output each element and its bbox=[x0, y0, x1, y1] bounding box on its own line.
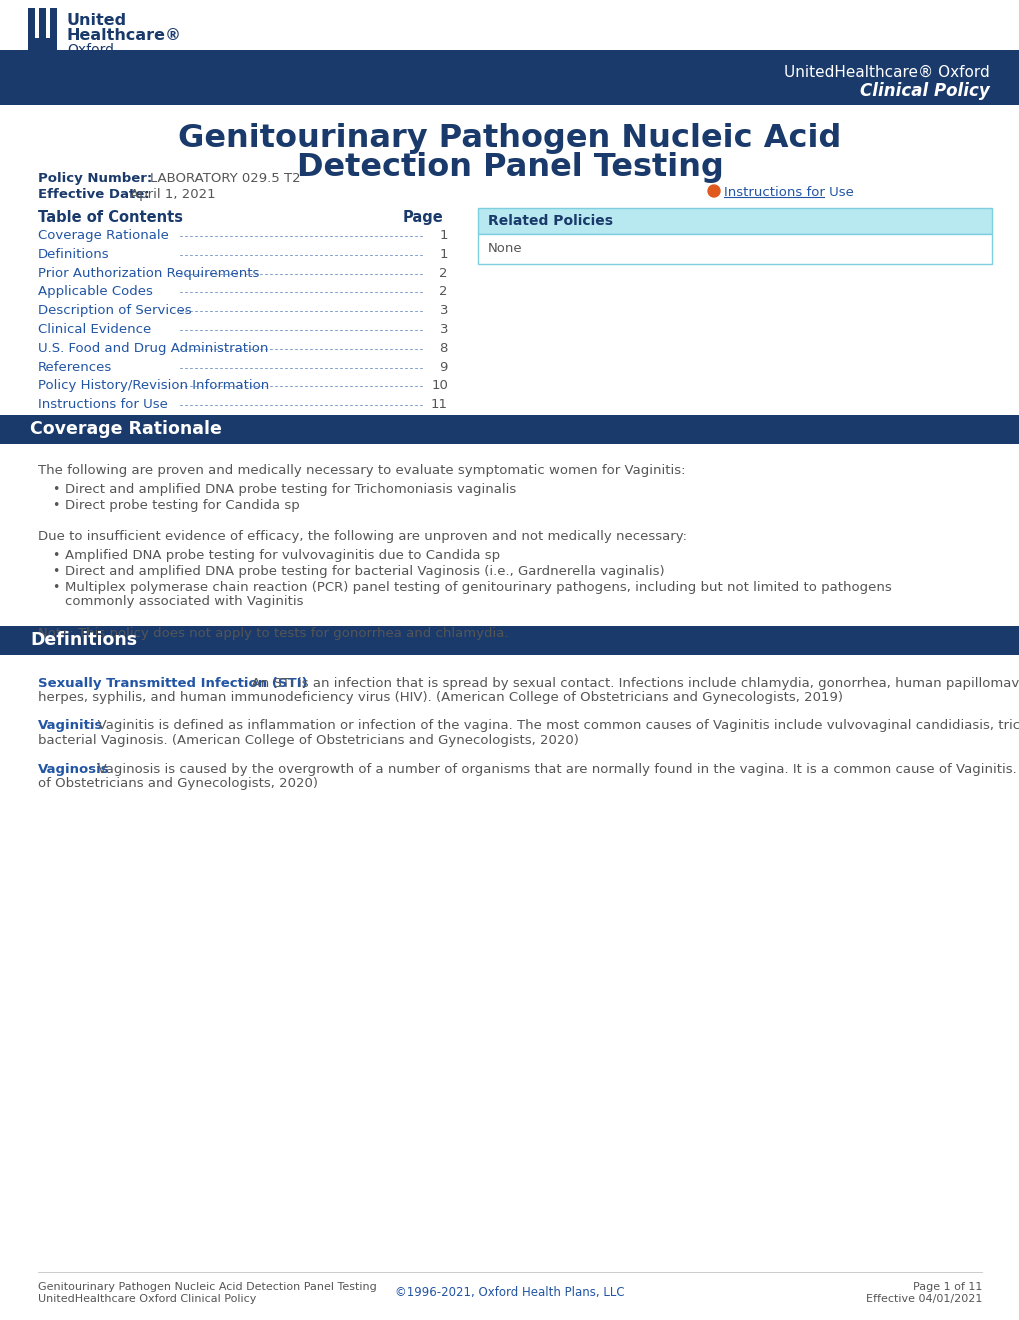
Text: 3: 3 bbox=[439, 323, 447, 337]
Bar bbox=[28, 59, 53, 62]
Text: Policy Number:: Policy Number: bbox=[38, 172, 152, 185]
Bar bbox=[0, 414, 1019, 444]
Text: bacterial Vaginosis. (American College of Obstetricians and Gynecologists, 2020): bacterial Vaginosis. (American College o… bbox=[38, 734, 579, 747]
Text: Applicable Codes: Applicable Codes bbox=[38, 285, 153, 298]
Text: Table of Contents: Table of Contents bbox=[38, 210, 182, 224]
Text: 1: 1 bbox=[439, 248, 447, 261]
Text: Page: Page bbox=[401, 210, 442, 224]
Bar bbox=[478, 209, 991, 234]
Text: Related Policies: Related Policies bbox=[487, 214, 612, 228]
Text: Definitions: Definitions bbox=[30, 631, 137, 649]
Text: of Obstetricians and Gynecologists, 2020): of Obstetricians and Gynecologists, 2020… bbox=[38, 777, 318, 789]
Text: The following are proven and medically necessary to evaluate symptomatic women f: The following are proven and medically n… bbox=[38, 465, 685, 477]
Text: Direct and amplified DNA probe testing for Trichomoniasis vaginalis: Direct and amplified DNA probe testing f… bbox=[65, 483, 516, 496]
Text: UnitedHealthcare® Oxford: UnitedHealthcare® Oxford bbox=[784, 65, 989, 79]
Bar bbox=[50, 8, 57, 48]
Text: UnitedHealthcare Oxford Clinical Policy: UnitedHealthcare Oxford Clinical Policy bbox=[38, 1294, 256, 1304]
Text: : Vaginitis is defined as inflammation or infection of the vagina. The most comm: : Vaginitis is defined as inflammation o… bbox=[90, 719, 1019, 733]
Text: Prior Authorization Requirements: Prior Authorization Requirements bbox=[38, 267, 259, 280]
Bar bbox=[39, 8, 46, 48]
Text: Coverage Rationale: Coverage Rationale bbox=[38, 228, 169, 242]
Text: References: References bbox=[38, 360, 112, 374]
Text: U.S. Food and Drug Administration: U.S. Food and Drug Administration bbox=[38, 342, 268, 355]
Text: Vaginosis: Vaginosis bbox=[38, 763, 109, 776]
Text: Definitions: Definitions bbox=[38, 248, 109, 261]
Text: April 1, 2021: April 1, 2021 bbox=[129, 187, 215, 201]
Text: •: • bbox=[52, 499, 59, 512]
Text: commonly associated with Vaginitis: commonly associated with Vaginitis bbox=[65, 595, 304, 609]
Text: Effective Date:: Effective Date: bbox=[38, 187, 150, 201]
Circle shape bbox=[707, 185, 719, 197]
Text: : An STI is an infection that is spread by sexual contact. Infections include ch: : An STI is an infection that is spread … bbox=[243, 676, 1019, 689]
Text: 2: 2 bbox=[439, 267, 447, 280]
Text: Note: This policy does not apply to tests for gonorrhea and chlamydia.: Note: This policy does not apply to test… bbox=[38, 627, 508, 639]
Text: Policy History/Revision Information: Policy History/Revision Information bbox=[38, 379, 269, 392]
Text: Page 1 of 11: Page 1 of 11 bbox=[912, 1282, 981, 1292]
Bar bbox=[28, 67, 45, 70]
Text: United: United bbox=[67, 13, 127, 28]
Text: •: • bbox=[52, 483, 59, 496]
Text: 9: 9 bbox=[439, 360, 447, 374]
Text: LABORATORY 029.5 T2: LABORATORY 029.5 T2 bbox=[150, 172, 301, 185]
Bar bbox=[28, 63, 49, 66]
Bar bbox=[28, 38, 57, 50]
Text: 8: 8 bbox=[439, 342, 447, 355]
Text: Clinical Policy: Clinical Policy bbox=[859, 82, 989, 100]
Text: 10: 10 bbox=[431, 379, 447, 392]
Text: •: • bbox=[52, 581, 59, 594]
Text: Multiplex polymerase chain reaction (PCR) panel testing of genitourinary pathoge: Multiplex polymerase chain reaction (PCR… bbox=[65, 581, 891, 594]
Text: Detection Panel Testing: Detection Panel Testing bbox=[297, 152, 722, 183]
Text: Direct and amplified DNA probe testing for bacterial Vaginosis (i.e., Gardnerell: Direct and amplified DNA probe testing f… bbox=[65, 565, 664, 578]
Text: ©1996-2021, Oxford Health Plans, LLC: ©1996-2021, Oxford Health Plans, LLC bbox=[394, 1286, 625, 1299]
Text: Amplified DNA probe testing for vulvovaginitis due to Candida sp: Amplified DNA probe testing for vulvovag… bbox=[65, 549, 499, 562]
Text: 2: 2 bbox=[439, 285, 447, 298]
Text: Instructions for Use: Instructions for Use bbox=[38, 399, 168, 412]
Bar bbox=[478, 209, 991, 234]
Text: Description of Services: Description of Services bbox=[38, 304, 192, 317]
Text: •: • bbox=[52, 565, 59, 578]
Text: 11: 11 bbox=[431, 399, 447, 412]
Text: •: • bbox=[52, 549, 59, 562]
Text: Effective 04/01/2021: Effective 04/01/2021 bbox=[865, 1294, 981, 1304]
Text: None: None bbox=[487, 243, 522, 256]
Bar bbox=[478, 234, 991, 264]
Text: Genitourinary Pathogen Nucleic Acid Detection Panel Testing: Genitourinary Pathogen Nucleic Acid Dete… bbox=[38, 1282, 376, 1292]
Text: 1: 1 bbox=[439, 228, 447, 242]
Text: Instructions for Use: Instructions for Use bbox=[723, 186, 853, 198]
Text: 3: 3 bbox=[439, 304, 447, 317]
Text: Coverage Rationale: Coverage Rationale bbox=[30, 421, 222, 438]
Text: Sexually Transmitted Infection (STI): Sexually Transmitted Infection (STI) bbox=[38, 676, 308, 689]
Text: Oxford: Oxford bbox=[67, 44, 114, 57]
Text: herpes, syphilis, and human immunodeficiency virus (HIV). (American College of O: herpes, syphilis, and human immunodefici… bbox=[38, 690, 842, 704]
Bar bbox=[0, 50, 1019, 106]
Text: Clinical Evidence: Clinical Evidence bbox=[38, 323, 151, 337]
Text: : Vaginosis is caused by the overgrowth of a number of organisms that are normal: : Vaginosis is caused by the overgrowth … bbox=[90, 763, 1019, 776]
Text: Healthcare®: Healthcare® bbox=[67, 28, 181, 44]
Bar bbox=[28, 55, 57, 58]
Text: Vaginitis: Vaginitis bbox=[38, 719, 103, 733]
Bar bbox=[0, 626, 1019, 655]
Bar bbox=[28, 8, 35, 48]
Text: Genitourinary Pathogen Nucleic Acid: Genitourinary Pathogen Nucleic Acid bbox=[178, 123, 841, 154]
Text: Direct probe testing for Candida sp: Direct probe testing for Candida sp bbox=[65, 499, 300, 512]
Text: Due to insufficient evidence of efficacy, the following are unproven and not med: Due to insufficient evidence of efficacy… bbox=[38, 531, 687, 543]
